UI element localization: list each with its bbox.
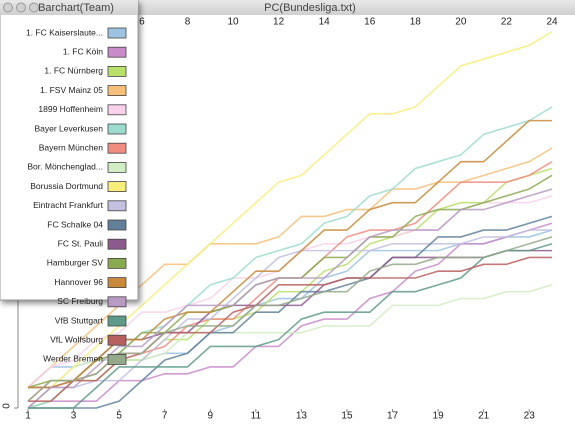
x-tick-label: 9 <box>207 411 213 422</box>
zoom-button[interactable] <box>29 2 39 13</box>
x-tick-label: 11 <box>251 411 262 422</box>
series-line <box>27 188 553 409</box>
legend-label: VfL Wolfsburg <box>50 334 103 344</box>
x-tick-label: 21 <box>478 411 490 422</box>
legend-label: FC Schalke 04 <box>47 219 103 229</box>
x-tick-label: 19 <box>433 411 445 422</box>
series-line <box>27 284 553 409</box>
series-line <box>27 222 553 409</box>
legend-swatch <box>107 123 127 135</box>
window-title: PC(Bundesliga.txt) <box>264 2 356 14</box>
close-button[interactable] <box>3 2 13 13</box>
x-tick-label: 1 <box>25 411 31 422</box>
legend-label: SC Freiburg <box>57 296 103 306</box>
x2-tick-label: 12 <box>273 17 285 28</box>
x-tick-label: 7 <box>162 411 168 422</box>
y-tick-label: 0 <box>2 403 13 409</box>
legend-label: FC St. Pauli <box>58 238 103 248</box>
legend-label: 1. FC Köln <box>63 46 103 56</box>
legend-label: Werder Bremen <box>43 354 103 364</box>
legend-title: Barchart(Team) <box>38 2 114 14</box>
legend-swatch <box>107 142 127 154</box>
x-tick-label: 17 <box>387 411 399 422</box>
x2-tick-label: 24 <box>546 17 558 28</box>
legend-label: Hamburger SV <box>47 258 104 268</box>
x2-tick-label: 22 <box>501 17 513 28</box>
x-tick-label: 13 <box>296 411 308 422</box>
legend-label: Eintracht Frankfurt <box>33 200 104 210</box>
series-line <box>27 147 553 389</box>
x2-tick-label: 16 <box>364 17 376 28</box>
x2-tick-label: 6 <box>139 17 145 28</box>
legend-swatch <box>107 257 127 269</box>
legend-label: Bayern München <box>39 142 104 152</box>
x2-tick-label: 20 <box>455 17 467 28</box>
legend-swatch <box>107 66 127 77</box>
x2-tick-label: 10 <box>227 17 239 28</box>
x2-tick-label: 18 <box>410 17 422 28</box>
x-tick-label: 23 <box>524 411 536 422</box>
legend-swatch <box>107 200 127 212</box>
title-bar <box>0 0 575 15</box>
x2-tick-label: 8 <box>185 17 191 28</box>
series-line <box>27 30 553 409</box>
legend-label: 1. FC Kaiserslaute... <box>26 27 103 37</box>
legend-swatch <box>107 219 127 231</box>
legend-swatch <box>107 296 127 308</box>
series-line <box>28 243 553 409</box>
legend-label: Borussia Dortmund <box>30 181 103 191</box>
legend-label: 1899 Hoffenheim <box>38 104 103 114</box>
legend-swatch <box>107 104 127 116</box>
x2-tick-label: 14 <box>319 17 331 28</box>
series-line <box>27 229 552 409</box>
legend-label: VfB Stuttgart <box>55 315 104 325</box>
legend-label: 1. FC Nürnberg <box>44 66 103 76</box>
x-tick-label: 15 <box>341 411 353 422</box>
legend-label: Bor. Mönchenglad... <box>27 162 103 172</box>
minimize-button[interactable] <box>16 2 26 13</box>
legend-swatch <box>107 27 127 39</box>
legend-swatch <box>107 46 127 58</box>
legend-swatch <box>107 238 127 250</box>
legend-label: Hannover 96 <box>54 277 103 287</box>
legend-swatch <box>107 353 127 365</box>
x-tick-label: 3 <box>71 411 77 422</box>
x-tick-label: 5 <box>116 411 122 422</box>
legend-swatch <box>107 85 127 96</box>
legend-window: Barchart(Team) 1. FC Kaiserslaute... 1. F… <box>0 0 139 365</box>
legend-swatch <box>107 277 127 289</box>
legend-swatch <box>107 181 127 193</box>
legend-label: 1. FSV Mainz 05 <box>40 85 103 95</box>
legend-label: Bayer Leverkusen <box>34 123 103 133</box>
legend-swatch <box>107 334 127 346</box>
legend-swatch <box>107 315 127 327</box>
legend-swatch <box>107 161 127 173</box>
